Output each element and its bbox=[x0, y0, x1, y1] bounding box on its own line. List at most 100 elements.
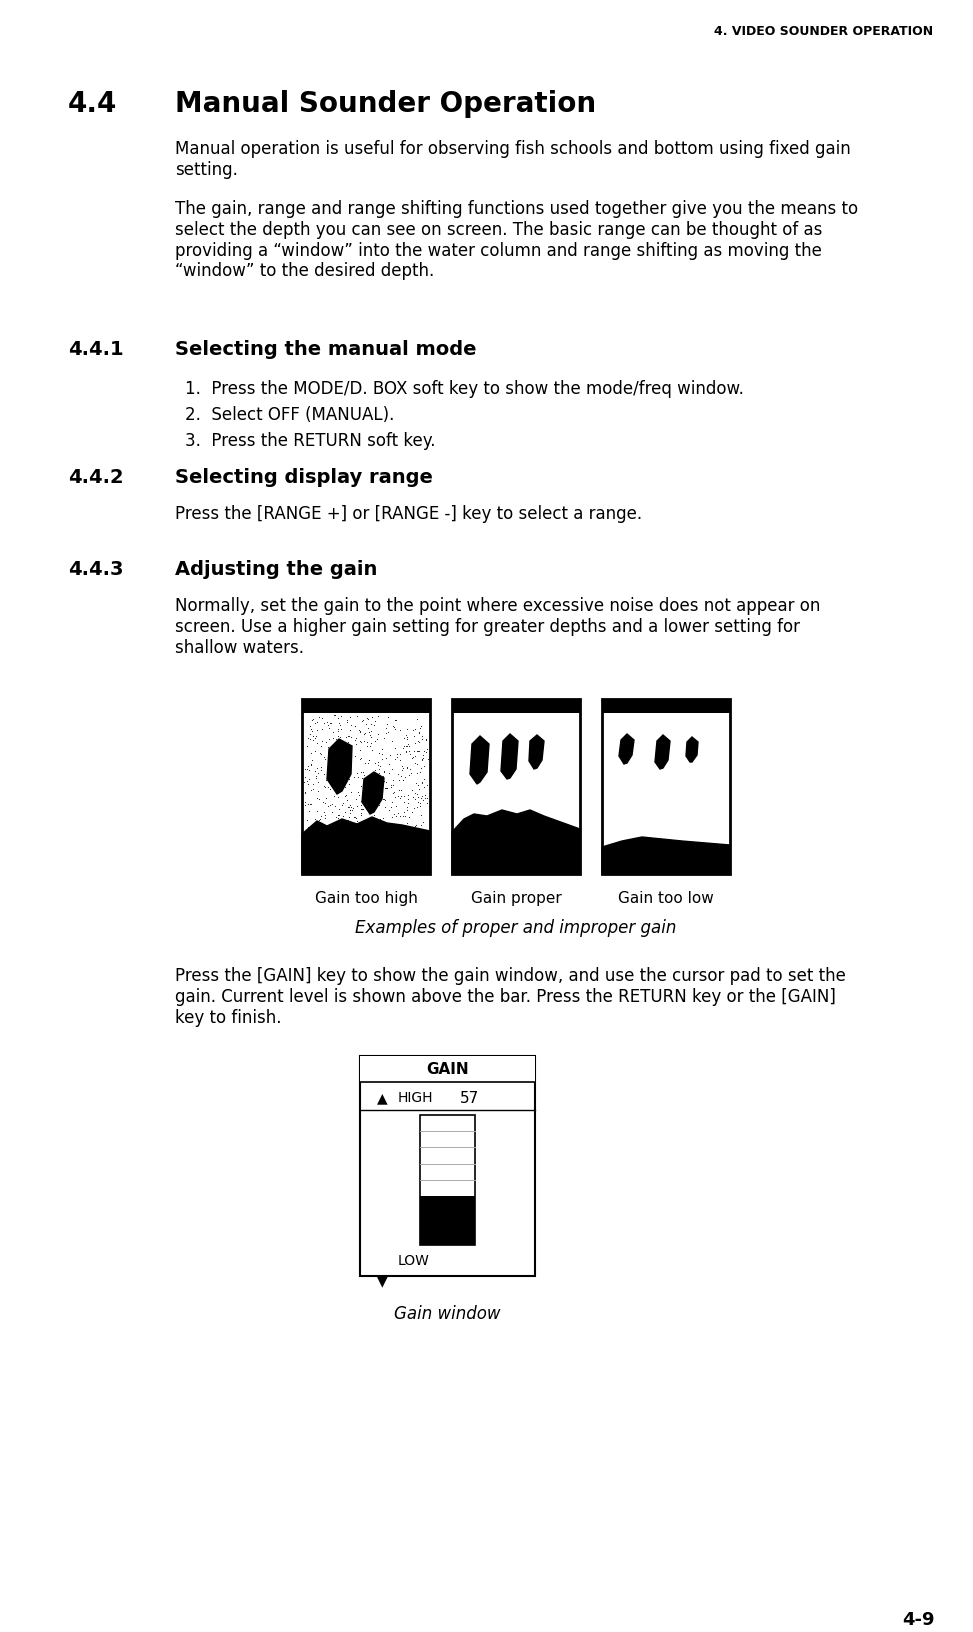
Point bbox=[382, 795, 398, 821]
Point bbox=[335, 793, 350, 819]
Point bbox=[402, 762, 417, 788]
Point bbox=[314, 811, 330, 837]
Point bbox=[323, 710, 339, 736]
Point bbox=[302, 816, 317, 842]
Point bbox=[396, 783, 412, 809]
Point bbox=[415, 743, 431, 769]
Point bbox=[416, 765, 432, 792]
Point bbox=[405, 783, 420, 809]
Point bbox=[413, 761, 428, 787]
Point bbox=[339, 738, 354, 764]
Point bbox=[304, 716, 319, 743]
Point bbox=[316, 800, 332, 826]
Point bbox=[312, 821, 328, 847]
Text: 4. VIDEO SOUNDER OPERATION: 4. VIDEO SOUNDER OPERATION bbox=[714, 24, 933, 38]
Point bbox=[398, 723, 414, 749]
Point bbox=[355, 707, 371, 733]
Point bbox=[393, 813, 409, 839]
Text: 57: 57 bbox=[460, 1090, 480, 1105]
Point bbox=[325, 720, 341, 746]
Polygon shape bbox=[470, 736, 489, 785]
Point bbox=[335, 777, 350, 803]
Text: 1.  Press the MODE/D. BOX soft key to show the mode/freq window.: 1. Press the MODE/D. BOX soft key to sho… bbox=[185, 380, 744, 398]
Point bbox=[390, 783, 406, 809]
Point bbox=[409, 818, 424, 844]
Point bbox=[316, 774, 332, 800]
Point bbox=[371, 741, 386, 767]
Point bbox=[410, 761, 425, 787]
Point bbox=[403, 761, 418, 787]
Point bbox=[392, 803, 408, 829]
Point bbox=[344, 821, 360, 847]
Point bbox=[337, 734, 352, 761]
Point bbox=[393, 777, 409, 803]
Point bbox=[327, 793, 342, 819]
Text: Press the [GAIN] key to show the gain window, and use the cursor pad to set the
: Press the [GAIN] key to show the gain wi… bbox=[175, 966, 846, 1027]
Point bbox=[379, 775, 395, 801]
Point bbox=[342, 764, 357, 790]
Point bbox=[347, 805, 363, 831]
Point bbox=[300, 808, 315, 834]
Point bbox=[339, 710, 354, 736]
Point bbox=[412, 720, 427, 746]
Point bbox=[358, 770, 374, 796]
Polygon shape bbox=[501, 734, 518, 780]
Polygon shape bbox=[302, 818, 430, 875]
Polygon shape bbox=[602, 837, 730, 875]
Polygon shape bbox=[619, 734, 634, 764]
Point bbox=[351, 718, 367, 744]
Point bbox=[313, 741, 329, 767]
Bar bbox=[420, 1196, 475, 1245]
Point bbox=[343, 778, 359, 805]
Point bbox=[342, 718, 358, 744]
Point bbox=[320, 713, 336, 739]
Point bbox=[390, 761, 406, 787]
Point bbox=[339, 782, 354, 808]
Bar bbox=[452, 700, 580, 875]
Point bbox=[372, 793, 387, 819]
Point bbox=[409, 752, 424, 778]
Point bbox=[394, 783, 410, 809]
Point bbox=[325, 775, 341, 801]
Point bbox=[407, 787, 422, 813]
Point bbox=[325, 749, 341, 775]
Point bbox=[367, 751, 382, 777]
Point bbox=[356, 814, 372, 840]
Bar bbox=[602, 700, 730, 875]
Point bbox=[413, 713, 428, 739]
Point bbox=[356, 721, 372, 747]
Point bbox=[307, 806, 323, 832]
Point bbox=[362, 733, 378, 759]
Point bbox=[363, 718, 378, 744]
Point bbox=[396, 726, 412, 752]
Point bbox=[385, 713, 401, 739]
Point bbox=[351, 782, 367, 808]
Point bbox=[326, 783, 342, 809]
Point bbox=[328, 772, 343, 798]
Polygon shape bbox=[452, 811, 580, 875]
Point bbox=[405, 744, 420, 770]
Point bbox=[401, 738, 416, 764]
Point bbox=[362, 723, 378, 749]
Point bbox=[341, 795, 356, 821]
Point bbox=[400, 725, 415, 751]
Point bbox=[354, 814, 370, 840]
Point bbox=[303, 726, 318, 752]
Point bbox=[394, 757, 410, 783]
Point bbox=[420, 746, 436, 772]
Point bbox=[343, 795, 359, 821]
Point bbox=[311, 787, 327, 813]
Point bbox=[331, 733, 346, 759]
Point bbox=[359, 705, 375, 731]
Point bbox=[309, 798, 325, 824]
Point bbox=[386, 801, 402, 827]
Point bbox=[411, 728, 426, 754]
Point bbox=[336, 765, 351, 792]
Point bbox=[307, 738, 323, 764]
Point bbox=[360, 707, 376, 733]
Point bbox=[399, 795, 414, 821]
Point bbox=[310, 769, 326, 795]
Point bbox=[335, 728, 350, 754]
Point bbox=[353, 761, 369, 787]
Point bbox=[399, 756, 414, 782]
